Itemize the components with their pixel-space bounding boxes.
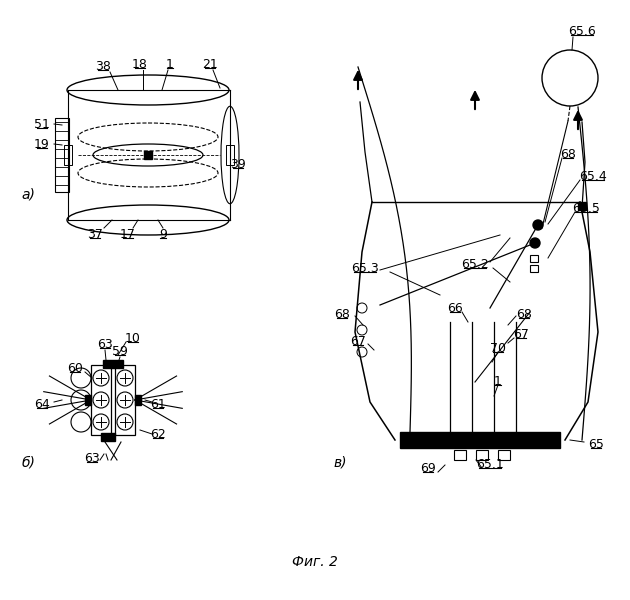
Text: в): в) bbox=[333, 455, 347, 469]
Text: 9: 9 bbox=[159, 228, 167, 241]
Bar bbox=[115, 365, 135, 435]
Text: 39: 39 bbox=[230, 158, 246, 171]
Bar bbox=[55, 118, 69, 192]
Bar bbox=[85, 395, 91, 405]
Text: 68: 68 bbox=[516, 308, 532, 321]
Text: 59: 59 bbox=[112, 345, 128, 358]
Text: 68: 68 bbox=[560, 148, 576, 161]
Bar bbox=[400, 432, 560, 448]
Text: 62: 62 bbox=[150, 428, 166, 441]
Text: 65.1: 65.1 bbox=[476, 458, 504, 471]
Text: 38: 38 bbox=[95, 60, 111, 73]
Text: 66: 66 bbox=[447, 302, 463, 315]
Text: 65.5: 65.5 bbox=[572, 202, 600, 215]
Text: 17: 17 bbox=[120, 228, 136, 241]
Bar bbox=[476, 450, 488, 460]
Bar bbox=[64, 145, 72, 165]
Text: 60: 60 bbox=[67, 362, 83, 375]
Bar bbox=[226, 145, 234, 165]
Text: 61: 61 bbox=[150, 398, 166, 411]
Bar bbox=[103, 360, 123, 368]
Text: 67: 67 bbox=[513, 328, 529, 341]
Text: 70: 70 bbox=[490, 342, 506, 355]
Text: б): б) bbox=[21, 455, 35, 469]
Circle shape bbox=[530, 238, 540, 248]
Text: 21: 21 bbox=[202, 58, 218, 71]
Circle shape bbox=[533, 220, 543, 230]
Text: 63: 63 bbox=[84, 452, 100, 465]
Text: а): а) bbox=[21, 188, 35, 202]
Bar bbox=[454, 450, 466, 460]
Bar bbox=[135, 395, 141, 405]
Text: 65: 65 bbox=[588, 438, 604, 451]
Text: 51: 51 bbox=[34, 118, 50, 131]
Text: 65.2: 65.2 bbox=[461, 258, 489, 271]
Bar bbox=[101, 433, 115, 441]
Text: 19: 19 bbox=[34, 138, 50, 151]
Bar bbox=[91, 365, 111, 435]
Text: 37: 37 bbox=[87, 228, 103, 241]
Text: 65.6: 65.6 bbox=[568, 25, 596, 38]
Bar bbox=[144, 151, 152, 159]
Bar bbox=[530, 255, 538, 262]
Text: 68: 68 bbox=[334, 308, 350, 321]
Text: 18: 18 bbox=[132, 58, 148, 71]
Text: 65.3: 65.3 bbox=[351, 262, 379, 275]
Text: 67: 67 bbox=[350, 335, 366, 348]
Text: 63: 63 bbox=[97, 338, 113, 351]
Text: 69: 69 bbox=[420, 462, 436, 475]
Text: 1: 1 bbox=[166, 58, 174, 71]
Bar bbox=[498, 450, 510, 460]
Text: 64: 64 bbox=[34, 398, 50, 411]
Text: 65.4: 65.4 bbox=[579, 170, 607, 183]
Text: 10: 10 bbox=[125, 332, 141, 345]
Text: Фиг. 2: Фиг. 2 bbox=[292, 555, 338, 569]
Bar bbox=[578, 202, 586, 210]
Bar bbox=[530, 265, 538, 272]
Text: 1: 1 bbox=[494, 375, 502, 388]
